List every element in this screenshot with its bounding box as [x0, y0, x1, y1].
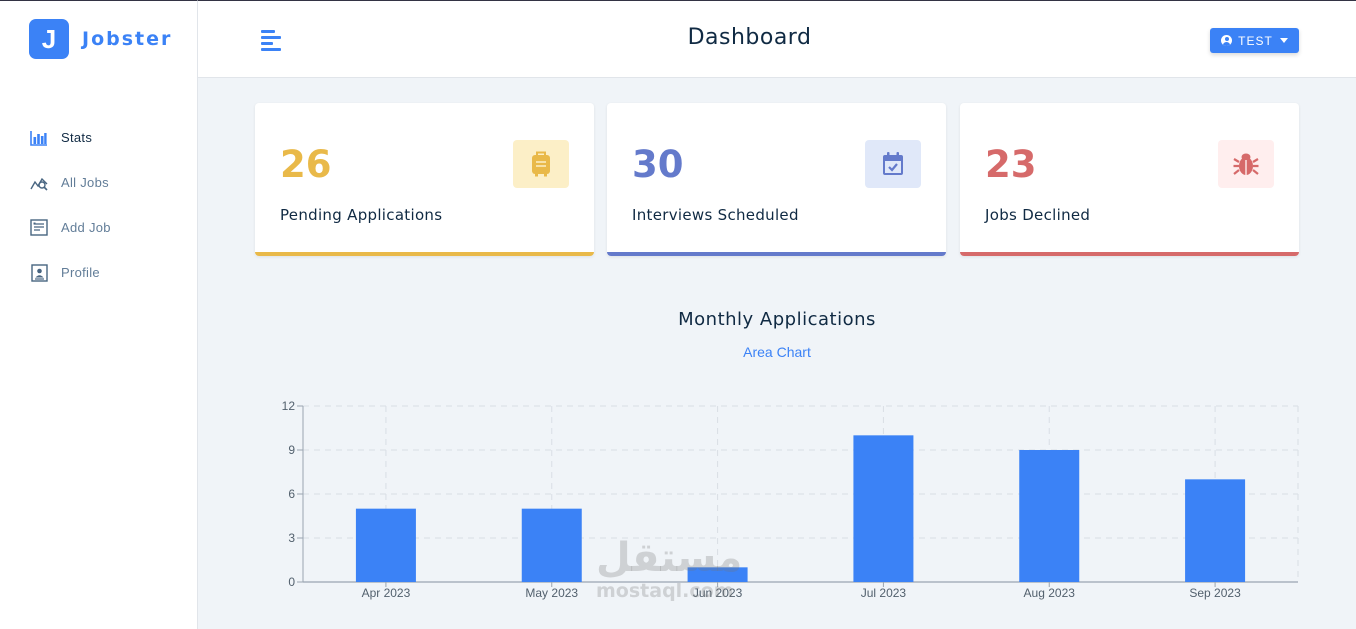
- form-icon: [29, 218, 49, 238]
- sidebar-item-all-jobs[interactable]: All Jobs: [29, 160, 111, 205]
- x-tick-label: Aug 2023: [1024, 586, 1076, 600]
- logo-text: Jobster: [82, 28, 173, 50]
- bar: [521, 508, 582, 582]
- y-tick-label: 9: [288, 443, 295, 457]
- x-tick-label: Jul 2023: [861, 586, 907, 600]
- logo-mark: J: [29, 19, 69, 59]
- stat-accent-bar: [607, 252, 946, 256]
- x-tick-label: Apr 2023: [362, 586, 411, 600]
- chart-title: Monthly Applications: [678, 309, 876, 330]
- bar: [853, 435, 914, 582]
- y-tick-label: 12: [282, 399, 296, 413]
- user-name: TEST: [1238, 33, 1273, 48]
- bug-icon: [1218, 140, 1274, 188]
- caret-down-icon: [1279, 38, 1288, 43]
- calendar-check-icon: [865, 140, 921, 188]
- y-tick-label: 3: [288, 531, 295, 545]
- bar: [687, 567, 748, 582]
- chart-type-toggle[interactable]: Area Chart: [198, 344, 1356, 360]
- x-tick-label: May 2023: [525, 586, 578, 600]
- menu-icon[interactable]: [261, 30, 283, 51]
- sidebar-item-label: Profile: [61, 265, 100, 280]
- stat-count: 30: [632, 143, 684, 186]
- y-tick-label: 0: [288, 575, 295, 589]
- stat-title: Interviews Scheduled: [632, 206, 799, 224]
- page-title: Dashboard: [687, 25, 812, 50]
- suitcase-icon: [513, 140, 569, 188]
- stat-title: Jobs Declined: [985, 206, 1091, 224]
- user-circle-icon: [1221, 35, 1233, 46]
- search-chart-icon: [29, 173, 49, 193]
- top-navbar: Dashboard TEST: [198, 0, 1356, 78]
- stat-card-interviews: 30 Interviews Scheduled: [607, 103, 946, 256]
- bar: [1019, 450, 1080, 582]
- x-tick-label: Jun 2023: [693, 586, 743, 600]
- logo[interactable]: J Jobster: [29, 19, 172, 59]
- sidebar-item-stats[interactable]: Stats: [29, 115, 111, 160]
- sidebar-item-profile[interactable]: Profile: [29, 250, 111, 295]
- bar-chart-icon: [29, 128, 49, 148]
- stat-card-declined: 23 Jobs Declined: [960, 103, 1299, 256]
- stat-count: 26: [280, 143, 332, 186]
- sidebar-item-label: Stats: [61, 130, 93, 145]
- sidebar-nav: Stats All Jobs Add Job Profile: [29, 115, 111, 295]
- sidebar-item-add-job[interactable]: Add Job: [29, 205, 111, 250]
- stat-count: 23: [985, 143, 1037, 186]
- sidebar-item-label: Add Job: [61, 220, 111, 235]
- stat-card-pending: 26 Pending Applications: [255, 103, 594, 256]
- bar: [1185, 479, 1246, 582]
- user-menu-button[interactable]: TEST: [1210, 28, 1299, 53]
- stat-accent-bar: [255, 252, 594, 256]
- y-tick-label: 6: [288, 487, 295, 501]
- chart-toggle-label[interactable]: Area Chart: [743, 344, 811, 360]
- id-card-icon: [29, 263, 49, 283]
- x-tick-label: Sep 2023: [1189, 586, 1241, 600]
- stat-title: Pending Applications: [280, 206, 443, 224]
- sidebar: J Jobster Stats All Jobs Add Job Profil: [0, 0, 198, 629]
- stat-accent-bar: [960, 252, 1299, 256]
- bar: [355, 508, 416, 582]
- sidebar-item-label: All Jobs: [61, 175, 109, 190]
